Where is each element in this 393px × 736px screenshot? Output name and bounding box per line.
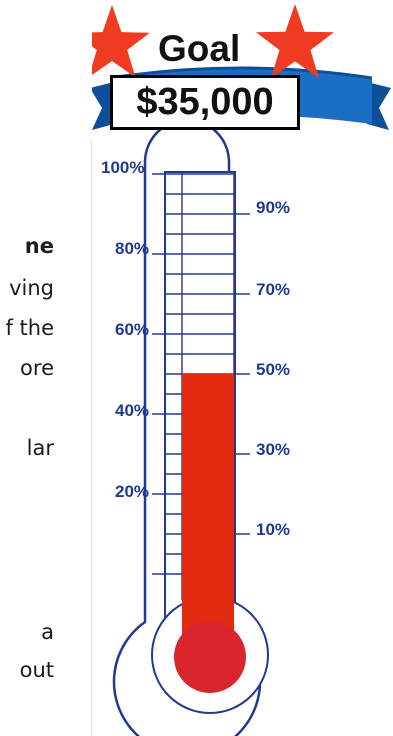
article-line: f the	[5, 316, 54, 340]
star-icon	[256, 4, 334, 79]
progress-fill	[182, 374, 234, 640]
star-icon	[92, 5, 150, 78]
tick-label-right: 10%	[256, 520, 291, 539]
bulb-fill	[174, 621, 246, 693]
thermometer-graphic	[112, 118, 269, 736]
goal-amount: $35,000	[110, 75, 300, 130]
article-text-clipped: ne ving f the ore lar a out	[0, 0, 90, 736]
tick-label-left: 40%	[115, 401, 150, 420]
goal-label: Goal	[158, 28, 241, 69]
divider	[91, 140, 92, 736]
article-line: ne	[24, 234, 54, 258]
tick-label-left: 80%	[115, 239, 150, 258]
tick-label-left: 100%	[101, 158, 145, 177]
article-line: out	[19, 658, 54, 682]
article-line: ving	[9, 276, 54, 300]
tick-label-right: 50%	[256, 360, 291, 379]
ribbon-right-tail	[367, 82, 391, 130]
ribbon-left-tail	[92, 82, 114, 130]
tick-label-right: 30%	[256, 440, 291, 459]
tick-label-right: 90%	[256, 198, 291, 217]
tick-label-left: 60%	[115, 320, 150, 339]
article-line: ore	[20, 356, 54, 380]
tick-label-right: 70%	[256, 280, 291, 299]
article-line: lar	[26, 436, 54, 460]
tick-label-left: 20%	[115, 482, 150, 501]
goal-banner: Goal $35,000	[92, 0, 393, 170]
article-line: a	[41, 620, 54, 644]
fundraising-thermometer: 100% 80% 60% 40% 20% 90% 70% 50% 30% 10%	[92, 0, 393, 736]
